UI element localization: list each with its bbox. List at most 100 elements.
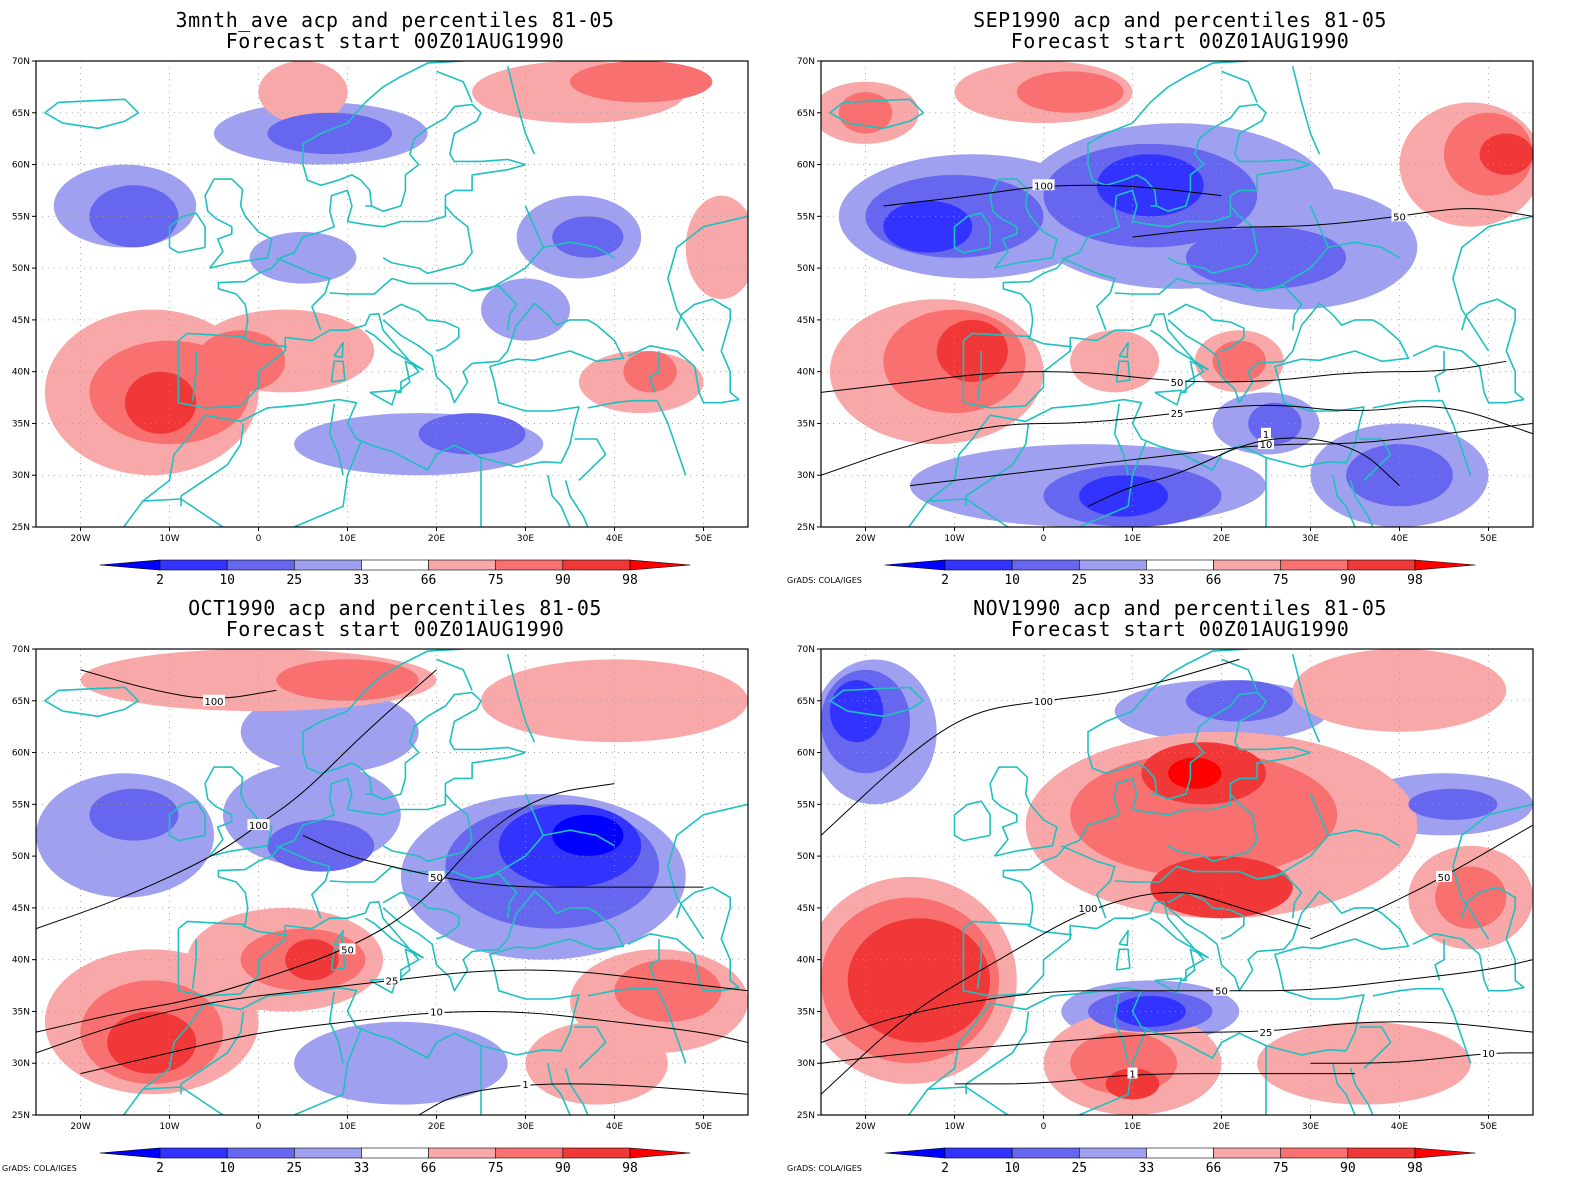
percentile-region-75 (1212, 340, 1266, 383)
lon-tick-label: 20W (70, 1122, 90, 1132)
percentile-region-90 (1479, 133, 1533, 175)
plot-frame (820, 60, 1534, 528)
percentile-region-25 (1185, 226, 1347, 289)
colorbar-label: 66 (421, 1161, 437, 1176)
coastline-path (1412, 345, 1525, 404)
colorbar-label: 75 (488, 573, 504, 588)
map-plot: 25N 30N 35N 40N 45N 50N 55N 60N 65N 70N 20W 10W 0 10E… (12, 57, 749, 588)
colorbar: 2 10 25 33 66 75 90 98 (884, 1147, 1476, 1176)
coastline-path (1167, 205, 1258, 275)
colorbar-segment (361, 559, 429, 571)
coastline-path (436, 70, 473, 103)
map-frame-group: 100 50 25 10 50 1 25N 30N 35N 40N 45N 50N 55N 60N 65N 7… (797, 57, 1534, 544)
colorbar-label: 66 (1206, 1161, 1222, 1176)
contour-line (1087, 437, 1400, 507)
coastline-path (574, 1026, 607, 1069)
coastline-path (242, 336, 288, 348)
colorbar-label: 98 (1407, 1161, 1423, 1176)
coastline-path (302, 61, 517, 207)
colorbar: 2 10 25 33 66 75 90 98 (884, 559, 1476, 588)
coastline-path (1461, 886, 1525, 989)
percentile-region-90 (285, 938, 339, 981)
contour-label: 50 (430, 873, 443, 884)
contour-label-bg (1480, 1046, 1497, 1058)
colorbar-label: 98 (622, 573, 638, 588)
map-frame-group: 100 100 50 25 10 50 1 25N 30N 35N 40N 45N 50N 55N 60N 6… (12, 645, 749, 1132)
contour-label-bg (1032, 694, 1055, 706)
coastline-path (1359, 438, 1392, 481)
contour-line (821, 891, 1311, 1095)
coastline-path (168, 800, 206, 842)
colorbar-segment (1414, 559, 1476, 571)
percentile-region-98 (1168, 757, 1222, 789)
panel-title-line1: 3mnth_ave acp and percentiles 81-05 (175, 8, 615, 32)
percentile-region-10 (1079, 475, 1169, 517)
colorbar-label: 90 (1340, 573, 1356, 588)
panel-title-line1: OCT1990 acp and percentiles 81-05 (188, 596, 602, 620)
lat-tick-label: 50N (12, 264, 30, 274)
lat-tick-label: 65N (797, 697, 815, 707)
colorbar-segment (1078, 1147, 1147, 1159)
contour-label: 10 (1482, 1049, 1495, 1060)
lat-tick-label: 55N (797, 800, 815, 810)
percentile-region-25 (89, 788, 179, 841)
coastline-path (1060, 845, 1116, 919)
colorbar-label: 2 (156, 1161, 164, 1176)
coastline-path (1060, 257, 1116, 331)
colorbar-label: 75 (1273, 1161, 1289, 1176)
panel-3mnth-ave: 3mnth_ave acp and percentiles 81-05 Fore… (0, 0, 790, 598)
coastline-path (1452, 803, 1533, 940)
coastline-path (1359, 1026, 1392, 1069)
colorbar-label: 33 (1139, 1161, 1155, 1176)
lat-tick-label: 30N (797, 1059, 815, 1069)
coastline-path (1027, 924, 1073, 936)
colorbar-segment (293, 559, 362, 571)
plot-frame (820, 648, 1534, 1116)
contour-line (1132, 208, 1533, 238)
lat-tick-label: 35N (12, 419, 30, 429)
colorbar-segment (944, 559, 1013, 571)
coastline-path (1087, 61, 1302, 207)
coastline-path (204, 178, 273, 269)
colorbar-segment (1146, 1147, 1214, 1159)
contour-line (821, 1021, 1533, 1064)
map-frame-group: 25N 30N 35N 40N 45N 50N 55N 60N 65N 70N 20W 10W 0 10E… (12, 57, 749, 544)
coastline-path (1434, 351, 1445, 393)
map-plot: 10010050255010125N30N35N40N45N50N55N60N6… (797, 645, 1534, 1176)
lat-tick-label: 30N (797, 471, 815, 481)
contour-label-bg (203, 694, 225, 706)
coastline-path (962, 751, 1311, 930)
coastline-path (1167, 793, 1258, 863)
coastline-path (1257, 829, 1400, 880)
grads-credit: GrADS: COLA/IGES (2, 1164, 77, 1173)
colorbar-label: 10 (1004, 573, 1020, 588)
coastline-path (976, 939, 982, 989)
coastline-path (1349, 480, 1374, 527)
colorbar-segment (293, 1147, 362, 1159)
contour-label-bg (1258, 1026, 1274, 1038)
coastline-path (1309, 205, 1330, 248)
coastline-path (1154, 977, 1183, 994)
coastline-path (989, 766, 1058, 857)
contour-line (909, 422, 1533, 487)
colorbar-segment (884, 559, 946, 571)
coastline-path (328, 403, 344, 476)
contour-label: 100 (1034, 697, 1053, 708)
lon-tick-label: 50E (695, 1122, 712, 1132)
coastline-path (191, 939, 197, 989)
contour-line (1310, 824, 1533, 940)
percentile-region-90 (125, 371, 197, 434)
coastline-path (369, 977, 398, 994)
coastline-path (1078, 1029, 1147, 1115)
percentile-region-75 (570, 61, 713, 103)
coastline-path (371, 103, 526, 212)
coastline-path (382, 793, 473, 863)
lat-tick-label: 65N (797, 109, 815, 119)
panel-title-line2: Forecast start 00Z01AUG1990 (225, 29, 565, 53)
lat-tick-label: 35N (797, 419, 815, 429)
colorbar-label: 2 (156, 573, 164, 588)
contour-label: 50 (1171, 378, 1184, 389)
coastline-path (547, 1063, 571, 1115)
coastline-path (302, 649, 517, 795)
coastline-path (328, 991, 344, 1064)
